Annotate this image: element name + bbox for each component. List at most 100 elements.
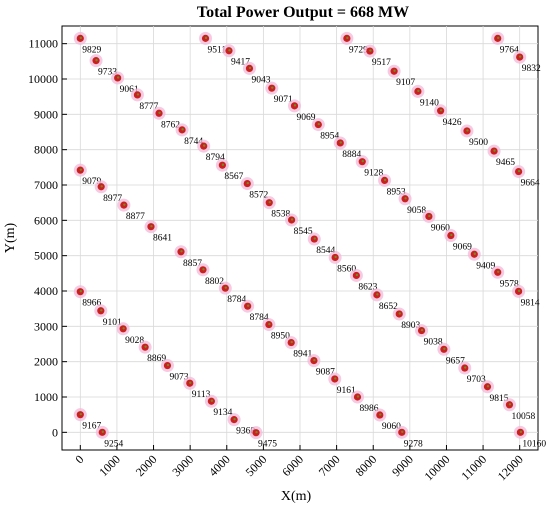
turbine-point-core <box>181 128 184 131</box>
turbine-point-core <box>466 129 469 132</box>
turbine-power-label: 8560 <box>337 264 356 274</box>
turbine-point-core <box>497 270 500 273</box>
turbine-power-label: 8784 <box>250 313 269 323</box>
turbine-power-label: 9517 <box>372 58 391 68</box>
turbine-point-core <box>401 430 404 434</box>
turbine-power-label: 9254 <box>104 439 123 449</box>
turbine-power-label: 8802 <box>205 277 224 287</box>
turbine-power-label: 9167 <box>82 422 101 432</box>
turbine-power-label: 9657 <box>446 356 465 366</box>
turbine-power-label: 9729 <box>349 45 368 55</box>
turbine-point-core <box>204 36 208 40</box>
turbine-point-core <box>268 200 271 204</box>
turbine-power-label: 9578 <box>500 279 519 289</box>
turbine-power-label: 9107 <box>396 78 415 88</box>
turbine-power-label: 8950 <box>271 332 290 342</box>
turbine-power-label: 8903 <box>401 321 420 331</box>
turbine-power-label: 9101 <box>103 318 122 328</box>
turbine-point-core <box>497 36 500 40</box>
grid-lines <box>62 26 538 450</box>
turbine-point-core <box>224 286 228 289</box>
turbine-power-label: 8977 <box>103 194 122 204</box>
turbine-point-core <box>450 233 453 237</box>
y-tick-label: 2000 <box>34 355 58 369</box>
turbine-point-core <box>228 49 231 52</box>
turbine-power-label: 8877 <box>126 212 145 222</box>
turbine-power-label: 10058 <box>511 412 535 422</box>
turbine-power-label: 8744 <box>184 137 203 147</box>
turbine-power-label: 9069 <box>453 243 472 253</box>
turbine-power-label: 9500 <box>469 138 488 148</box>
turbine-point-core <box>144 345 147 348</box>
turbine-point-core <box>439 109 443 112</box>
turbine-point-core <box>79 412 83 416</box>
y-tick-label: 5000 <box>34 249 58 263</box>
turbine-point-core <box>122 327 125 330</box>
turbine-point-core <box>404 197 407 200</box>
y-tick-label: 0 <box>52 425 58 439</box>
turbine-point-core <box>271 86 274 89</box>
turbine-point-core <box>376 293 379 296</box>
turbine-power-label: 9733 <box>98 68 117 78</box>
turbine-power-label: 9368 <box>236 427 255 437</box>
turbine-point-core <box>508 403 512 406</box>
turbine-point-core <box>246 181 249 185</box>
turbine-point-core <box>79 168 83 171</box>
turbine-power-label: 9703 <box>467 375 486 385</box>
turbine-power-label: 9038 <box>424 338 443 348</box>
y-tick-label: 9000 <box>34 107 58 121</box>
turbine-power-label: 8641 <box>153 234 172 244</box>
turbine-point-core <box>189 381 192 384</box>
turbine-point-core <box>313 237 316 240</box>
turbine-point-core <box>248 66 252 70</box>
turbine-point-core <box>79 36 83 40</box>
turbine-point-core <box>379 413 382 416</box>
turbine-power-label: 9465 <box>496 158 515 168</box>
turbine-point-core <box>100 309 103 312</box>
turbine-power-label: 9087 <box>316 368 335 378</box>
turbine-point-core <box>95 58 98 62</box>
turbine-power-label: 9814 <box>521 298 540 308</box>
turbine-point-core <box>180 250 183 253</box>
turbine-point-core <box>334 255 337 259</box>
turbine-power-label: 8544 <box>316 246 335 256</box>
turbine-point-core <box>420 328 424 332</box>
turbine-power-label: 8762 <box>161 120 180 130</box>
turbine-power-label: 8794 <box>206 153 225 163</box>
turbine-point-core <box>464 366 467 369</box>
turbine-power-label: 9113 <box>192 390 211 400</box>
turbine-point-core <box>346 36 349 40</box>
turbine-power-label: 9060 <box>431 223 450 233</box>
turbine-point-core <box>428 214 431 218</box>
turbine-power-label: 9060 <box>382 422 401 432</box>
turbine-point-core <box>202 268 205 271</box>
turbine-point-core <box>203 144 206 147</box>
turbine-power-label: 8623 <box>358 282 377 292</box>
turbine-power-label: 9140 <box>420 98 439 108</box>
turbine-point-core <box>136 93 140 96</box>
turbine-point-core <box>417 89 420 93</box>
turbine-point-core <box>486 385 490 388</box>
turbine-power-label: 8986 <box>359 404 378 414</box>
turbine-power-label: 9134 <box>213 408 232 418</box>
y-tick-label: 8000 <box>34 143 58 157</box>
turbine-point-core <box>158 111 161 114</box>
turbine-power-label: 9832 <box>522 64 541 74</box>
turbine-power-label: 8567 <box>224 172 243 182</box>
turbine-point-core <box>290 340 293 344</box>
y-tick-label: 3000 <box>34 319 58 333</box>
y-tick-label: 10000 <box>28 72 58 86</box>
turbine-point-core <box>79 290 83 293</box>
turbine-point-core <box>473 252 476 255</box>
turbine-power-label: 8784 <box>227 295 246 305</box>
turbine-point-core <box>313 358 316 362</box>
turbine-point-core <box>210 399 214 402</box>
turbine-power-label: 8941 <box>293 350 312 360</box>
turbine-power-label: 9069 <box>297 113 316 123</box>
turbine-point-core <box>233 417 236 421</box>
turbine-point-core <box>150 224 153 228</box>
turbine-power-label: 9079 <box>82 177 101 187</box>
turbine-point-core <box>246 304 250 307</box>
